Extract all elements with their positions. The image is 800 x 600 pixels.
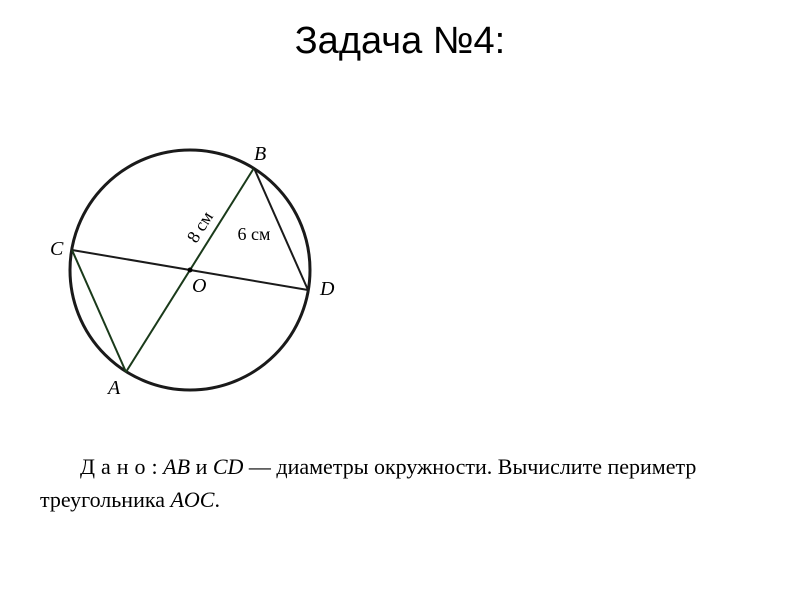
given-prefix: Дано [80, 454, 152, 479]
svg-text:C: C [50, 238, 64, 260]
svg-text:8 см: 8 см [183, 208, 217, 246]
variable-cd: CD [213, 454, 244, 479]
problem-statement: Дано: AB и CD — диаметры окружности. Выч… [40, 450, 760, 516]
text-4: . [214, 487, 220, 512]
diagram-svg: O A B C D 8 см 6 см [30, 100, 370, 440]
text-2: и [190, 454, 213, 479]
svg-text:D: D [319, 278, 335, 300]
svg-text:B: B [254, 143, 266, 165]
variable-ab: AB [163, 454, 190, 479]
geometry-diagram: O A B C D 8 см 6 см [30, 100, 370, 440]
text-1: : [152, 454, 164, 479]
svg-text:O: O [192, 275, 206, 297]
page-title: Задача №4: [0, 0, 800, 63]
svg-text:A: A [106, 377, 121, 399]
svg-text:6 см: 6 см [238, 224, 271, 244]
variable-aoc: AOC [170, 487, 214, 512]
